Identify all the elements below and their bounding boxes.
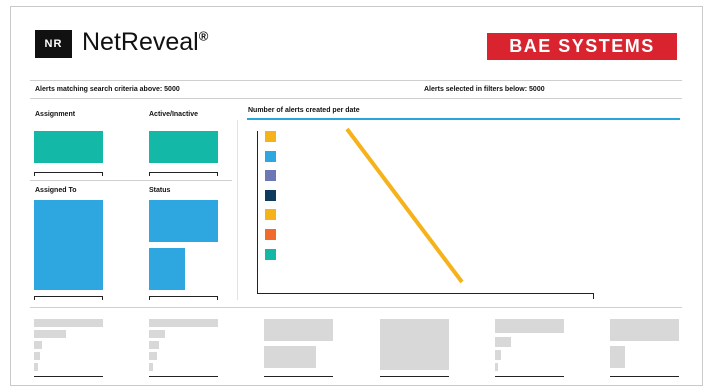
app-name: NetReveal bbox=[82, 28, 199, 56]
assigned-to-label: Assigned To bbox=[35, 187, 77, 194]
chart-title-underline bbox=[247, 118, 680, 120]
logo-text: NR bbox=[44, 38, 63, 50]
legend-swatch[interactable] bbox=[265, 170, 276, 181]
registered-mark: ® bbox=[198, 28, 209, 44]
placeholder-axis bbox=[34, 376, 103, 377]
legend-swatch[interactable] bbox=[265, 190, 276, 201]
axis-tick bbox=[102, 172, 103, 176]
bottom-divider bbox=[30, 307, 682, 308]
placeholder-bar bbox=[495, 363, 498, 371]
assignment-axis bbox=[34, 172, 103, 173]
placeholder-axis bbox=[495, 376, 564, 377]
assigned-to-axis bbox=[34, 296, 103, 297]
assignment-bar[interactable] bbox=[34, 131, 103, 163]
placeholder-bar bbox=[34, 352, 40, 360]
placeholder-bar bbox=[34, 341, 42, 349]
placeholder-axis bbox=[149, 376, 218, 377]
placeholder-bar bbox=[34, 363, 38, 371]
status-bar-2[interactable] bbox=[149, 248, 185, 290]
placeholder-bar bbox=[149, 341, 159, 349]
axis-tick bbox=[34, 296, 35, 300]
placeholder-bar bbox=[149, 363, 153, 371]
bae-systems-logo: BAE SYSTEMS bbox=[487, 33, 677, 60]
app-window bbox=[10, 6, 703, 386]
placeholder-bar bbox=[34, 319, 103, 327]
placeholder-axis bbox=[610, 376, 679, 377]
netreveal-logo: NR bbox=[35, 30, 72, 58]
legend-swatch[interactable] bbox=[265, 131, 276, 142]
assigned-to-bar[interactable] bbox=[34, 200, 103, 290]
alerts-selected-label: Alerts selected in filters below: 5000 bbox=[424, 86, 545, 93]
series-line bbox=[345, 127, 464, 284]
chart-x-axis bbox=[257, 293, 594, 294]
placeholder-bar bbox=[610, 319, 679, 341]
axis-tick bbox=[149, 172, 150, 176]
placeholder-bar bbox=[149, 319, 218, 327]
legend-swatch[interactable] bbox=[265, 151, 276, 162]
chart-x-axis-end-tick bbox=[593, 293, 594, 299]
legend-swatch[interactable] bbox=[265, 249, 276, 260]
filter-divider bbox=[30, 180, 232, 181]
placeholder-bar bbox=[264, 346, 316, 368]
placeholder-bar bbox=[495, 350, 501, 360]
status-axis bbox=[149, 296, 218, 297]
placeholder-bar bbox=[264, 319, 333, 341]
axis-tick bbox=[217, 172, 218, 176]
axis-tick bbox=[34, 172, 35, 176]
legend-swatch[interactable] bbox=[265, 209, 276, 220]
placeholder-bar bbox=[610, 346, 625, 368]
placeholder-bar bbox=[380, 319, 449, 370]
active-inactive-axis bbox=[149, 172, 218, 173]
chart-y-axis bbox=[257, 131, 258, 294]
axis-tick bbox=[102, 296, 103, 300]
active-inactive-bar[interactable] bbox=[149, 131, 218, 163]
assignment-label: Assignment bbox=[35, 111, 76, 118]
placeholder-bar bbox=[495, 319, 564, 333]
placeholder-bar bbox=[34, 330, 66, 338]
app-title: NetReveal® bbox=[82, 28, 208, 57]
placeholder-bar bbox=[149, 352, 157, 360]
status-bar-1[interactable] bbox=[149, 200, 218, 242]
brand-text: BAE SYSTEMS bbox=[509, 36, 655, 56]
header-divider bbox=[30, 80, 682, 81]
active-inactive-label: Active/Inactive bbox=[149, 111, 199, 118]
axis-tick bbox=[217, 296, 218, 300]
status-label: Status bbox=[149, 187, 171, 194]
alerts-matching-label: Alerts matching search criteria above: 5… bbox=[35, 86, 180, 93]
panel-separator bbox=[237, 120, 238, 300]
chart-title: Number of alerts created per date bbox=[248, 107, 360, 114]
placeholder-bar bbox=[495, 337, 511, 347]
legend-swatch[interactable] bbox=[265, 229, 276, 240]
placeholder-axis bbox=[380, 376, 449, 377]
axis-tick bbox=[149, 296, 150, 300]
summary-divider bbox=[30, 98, 682, 99]
placeholder-axis bbox=[264, 376, 333, 377]
placeholder-bar bbox=[149, 330, 165, 338]
